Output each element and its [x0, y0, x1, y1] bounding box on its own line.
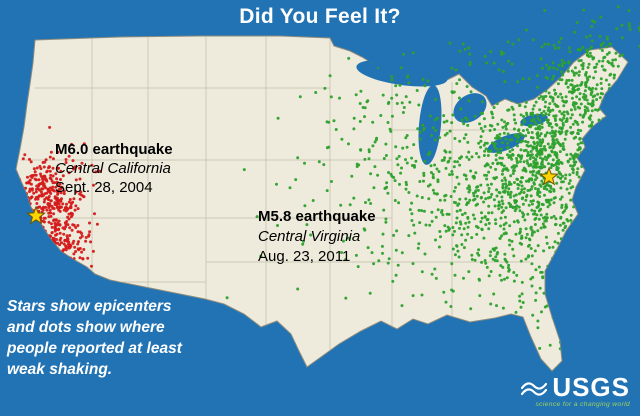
usgs-tagline: science for a changing world: [535, 401, 630, 408]
epicenter-stars: [26, 166, 559, 225]
virginia-annotation: M5.8 earthquake Central Virginia Aug. 23…: [258, 207, 376, 267]
usgs-logo: USGS science for a changing world: [521, 372, 630, 408]
virginia-epicenter-star: [539, 166, 559, 186]
virginia-location: Central Virginia: [258, 228, 361, 245]
california-magnitude: M6.0 earthquake: [55, 141, 173, 158]
california-epicenter-star: [26, 205, 46, 225]
virginia-report-dots-canada: [399, 5, 640, 96]
page-title: Did You Feel It?: [239, 5, 401, 28]
legend-note-line: Stars show epicenters: [7, 298, 172, 315]
virginia-date: Aug. 23, 2011: [258, 248, 351, 265]
legend-note-line: people reported at least: [7, 340, 182, 357]
usgs-wave-icon: [521, 382, 548, 396]
california-annotation: M6.0 earthquake Central California Sept.…: [55, 140, 173, 197]
california-location: Central California: [55, 160, 171, 177]
virginia-magnitude: M5.8 earthquake: [258, 208, 376, 225]
legend-note-line: and dots show where: [7, 319, 165, 336]
usgs-acronym: USGS: [552, 372, 630, 402]
legend-note-line: weak shaking.: [7, 361, 113, 378]
california-date: Sept. 28, 2004: [55, 179, 153, 196]
legend-note: Stars show epicenters and dots show wher…: [7, 296, 182, 380]
virginia-report-dots: [225, 36, 628, 371]
great-lakes: [356, 59, 548, 165]
state-borders: [21, 36, 530, 350]
